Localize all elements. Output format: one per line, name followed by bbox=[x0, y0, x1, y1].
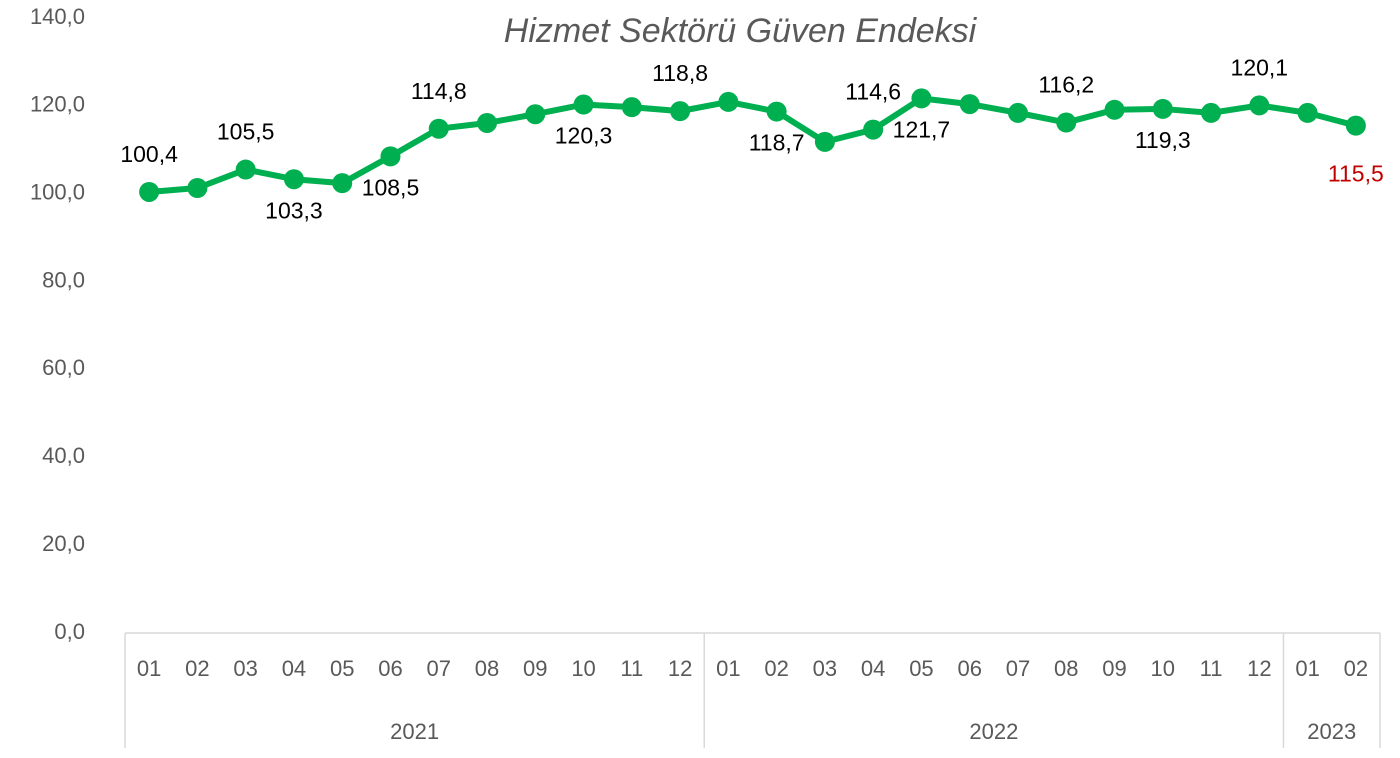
point bbox=[814, 131, 835, 152]
point bbox=[1152, 98, 1173, 119]
data-label: 103,3 bbox=[265, 197, 323, 223]
x-tick-label: 07 bbox=[427, 656, 451, 681]
point bbox=[1007, 102, 1028, 123]
point bbox=[911, 88, 932, 109]
x-tick-label: 11 bbox=[620, 656, 643, 681]
y-tick-label: 120,0 bbox=[30, 92, 85, 117]
point bbox=[1345, 115, 1366, 136]
x-tick-label: 03 bbox=[233, 656, 257, 681]
x-tick-label: 10 bbox=[571, 656, 595, 681]
x-tick-label: 12 bbox=[1247, 656, 1271, 681]
x-tick-label: 05 bbox=[330, 656, 354, 681]
x-tick-label: 04 bbox=[282, 656, 306, 681]
point bbox=[1201, 102, 1222, 123]
x-tick-label: 02 bbox=[764, 656, 788, 681]
point bbox=[670, 101, 691, 122]
point bbox=[283, 169, 304, 190]
point bbox=[573, 94, 594, 115]
point bbox=[525, 104, 546, 125]
x-tick-label: 06 bbox=[378, 656, 402, 681]
group-label: 2022 bbox=[969, 719, 1018, 744]
y-tick-label: 80,0 bbox=[42, 267, 85, 292]
point bbox=[1249, 95, 1270, 116]
data-label: 114,6 bbox=[845, 79, 901, 105]
data-label: 120,3 bbox=[555, 123, 613, 149]
x-tick-label: 01 bbox=[716, 656, 740, 681]
point bbox=[477, 112, 498, 133]
point bbox=[959, 94, 980, 115]
group-label: 2021 bbox=[390, 719, 439, 744]
x-tick-label: 03 bbox=[813, 656, 837, 681]
x-tick-label: 09 bbox=[1102, 656, 1126, 681]
point bbox=[139, 181, 160, 202]
x-tick-label: 05 bbox=[909, 656, 933, 681]
point bbox=[380, 146, 401, 167]
y-tick-label: 60,0 bbox=[42, 355, 85, 380]
y-tick-label: 100,0 bbox=[30, 180, 85, 205]
data-label: 108,5 bbox=[362, 174, 420, 200]
data-label: 121,7 bbox=[893, 116, 951, 142]
point bbox=[863, 119, 884, 140]
y-tick-label: 20,0 bbox=[42, 531, 85, 556]
point bbox=[332, 173, 353, 194]
point bbox=[621, 97, 642, 118]
x-tick-label: 12 bbox=[668, 656, 692, 681]
point bbox=[235, 159, 256, 180]
data-label: 118,8 bbox=[652, 60, 708, 86]
data-label: 116,2 bbox=[1038, 72, 1094, 98]
data-label: 100,4 bbox=[120, 141, 178, 167]
y-tick-label: 140,0 bbox=[30, 4, 85, 29]
data-label: 119,3 bbox=[1135, 127, 1191, 153]
x-tick-label: 01 bbox=[1295, 656, 1319, 681]
point bbox=[1104, 99, 1125, 120]
point bbox=[1297, 102, 1318, 123]
data-label: 105,5 bbox=[217, 119, 275, 145]
data-label: 118,7 bbox=[749, 130, 805, 156]
x-tick-label: 07 bbox=[1006, 656, 1030, 681]
x-tick-label: 04 bbox=[861, 656, 885, 681]
y-tick-label: 0,0 bbox=[54, 619, 85, 644]
x-tick-label: 02 bbox=[1344, 656, 1368, 681]
x-tick-label: 08 bbox=[1054, 656, 1078, 681]
point bbox=[187, 178, 208, 199]
data-label: 115,5 bbox=[1328, 161, 1384, 187]
x-tick-label: 10 bbox=[1151, 656, 1175, 681]
y-tick-label: 40,0 bbox=[42, 443, 85, 468]
data-label: 120,1 bbox=[1231, 54, 1289, 80]
x-tick-label: 09 bbox=[523, 656, 547, 681]
group-label: 2023 bbox=[1307, 719, 1356, 744]
point bbox=[428, 118, 449, 139]
x-tick-label: 02 bbox=[185, 656, 209, 681]
x-tick-label: 01 bbox=[137, 656, 161, 681]
x-tick-label: 08 bbox=[475, 656, 499, 681]
data-label: 114,8 bbox=[411, 78, 467, 104]
point bbox=[766, 101, 787, 122]
x-tick-label: 06 bbox=[957, 656, 981, 681]
chart-title: Hizmet Sektörü Güven Endeksi bbox=[504, 12, 978, 50]
x-tick-label: 11 bbox=[1200, 656, 1223, 681]
point bbox=[1056, 112, 1077, 133]
point bbox=[718, 91, 739, 112]
